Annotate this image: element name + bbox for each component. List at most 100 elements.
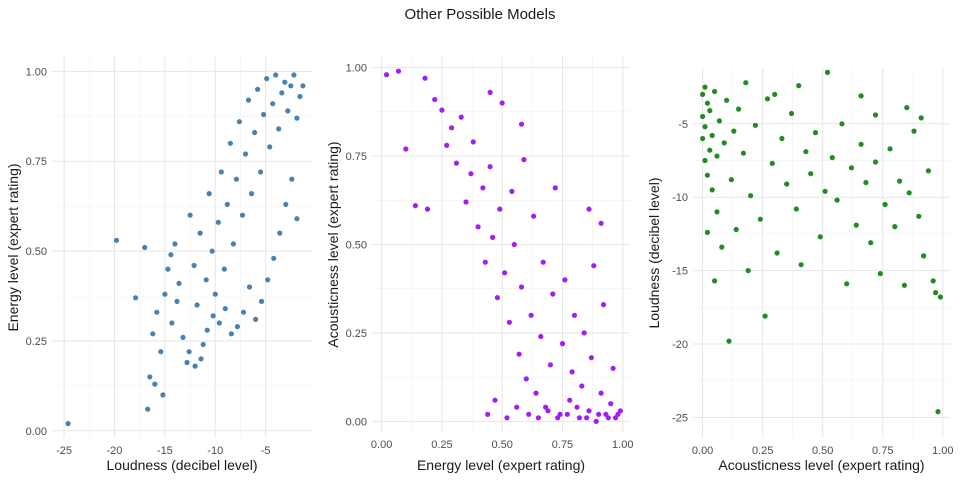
data-point <box>714 209 720 215</box>
data-point <box>709 132 715 139</box>
data-point <box>168 252 174 258</box>
data-point <box>925 168 932 174</box>
data-point <box>276 126 282 132</box>
x-tick-label: -10 <box>207 445 223 457</box>
data-point <box>707 108 713 114</box>
data-point <box>824 69 831 75</box>
figure-title: Other Possible Models <box>405 6 556 23</box>
data-point <box>921 253 927 259</box>
data-point <box>252 129 258 136</box>
data-point <box>265 277 271 283</box>
data-point <box>535 415 542 421</box>
data-point <box>533 390 539 396</box>
data-point <box>162 291 168 297</box>
data-point <box>872 112 879 118</box>
data-point <box>222 306 228 312</box>
data-point <box>839 121 845 127</box>
data-point <box>598 220 604 226</box>
data-point <box>475 224 481 230</box>
data-point <box>716 118 723 124</box>
data-point <box>487 164 493 170</box>
data-point <box>702 84 708 90</box>
data-point <box>911 128 917 134</box>
data-point <box>504 415 510 421</box>
x-tick-label: 0.00 <box>692 445 713 457</box>
data-point <box>273 72 279 78</box>
data-point <box>300 83 306 89</box>
data-point <box>796 83 802 89</box>
x-tick-label: 0.25 <box>431 439 452 451</box>
data-point <box>267 144 273 150</box>
data-point <box>422 75 428 81</box>
data-point <box>145 406 151 412</box>
data-point <box>176 280 182 286</box>
data-point <box>788 110 795 117</box>
data-point <box>586 206 592 212</box>
y-tick-label: 0.25 <box>26 336 47 348</box>
x-axis-label: Acousticness level (expert rating) <box>718 457 924 473</box>
data-point <box>271 255 277 261</box>
data-point <box>764 96 771 102</box>
data-point <box>702 124 708 130</box>
data-point <box>752 122 759 128</box>
data-point <box>774 250 780 256</box>
data-point <box>704 172 711 178</box>
data-point <box>203 277 209 283</box>
data-point <box>218 169 224 175</box>
data-point <box>844 281 850 287</box>
data-point <box>714 153 720 159</box>
data-point <box>403 146 409 152</box>
data-point <box>521 157 527 163</box>
data-point <box>449 125 455 131</box>
panel-acousticness-vs-loudness: 0.00 0.25 0.50 0.75 1.00 -25 -20 -15 -10 -5 Acoust… <box>646 68 954 473</box>
data-point <box>762 313 768 319</box>
data-point <box>412 203 418 209</box>
data-point <box>608 401 614 407</box>
data-point <box>772 91 778 97</box>
data-point <box>492 397 498 403</box>
x-tick-label: -25 <box>56 445 72 457</box>
data-point <box>916 213 922 219</box>
data-point <box>822 188 828 194</box>
data-point <box>160 392 166 398</box>
data-point <box>518 121 525 127</box>
data-point <box>550 291 556 297</box>
data-point <box>514 404 520 410</box>
data-point <box>531 213 537 219</box>
data-point <box>279 90 285 96</box>
y-tick-label: -15 <box>672 266 688 278</box>
data-point <box>745 268 751 274</box>
data-point <box>439 107 445 113</box>
x-axis-label: Energy level (expert rating) <box>417 457 585 473</box>
data-point <box>294 115 300 121</box>
data-point <box>65 421 71 427</box>
x-tick-label: 0.75 <box>552 439 573 451</box>
data-point <box>480 185 486 191</box>
data-point <box>704 229 711 235</box>
y-tick-label: 0.75 <box>26 156 47 168</box>
data-point <box>154 309 160 315</box>
data-point <box>584 415 590 421</box>
data-point <box>184 359 190 366</box>
y-tick-label: 0.75 <box>346 151 367 163</box>
data-point <box>383 72 390 78</box>
data-point <box>192 363 198 369</box>
y-tick-label: -25 <box>672 412 688 424</box>
data-point <box>612 415 619 421</box>
data-point <box>901 282 908 288</box>
data-point <box>165 266 171 272</box>
data-point <box>458 114 464 120</box>
data-point <box>882 201 888 208</box>
data-point <box>937 294 944 300</box>
data-point <box>172 241 178 247</box>
data-point <box>261 111 267 118</box>
data-point <box>133 295 139 301</box>
data-point <box>564 411 570 417</box>
data-point <box>289 176 295 182</box>
y-tick-label: -20 <box>672 339 688 351</box>
data-point <box>593 418 599 424</box>
data-point <box>198 356 204 362</box>
data-point <box>180 334 186 340</box>
y-tick-label: 1.00 <box>26 66 47 78</box>
